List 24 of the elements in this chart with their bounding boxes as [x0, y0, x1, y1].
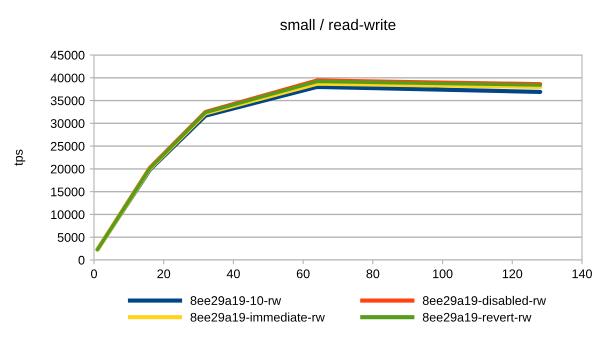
x-tick-label: 0	[91, 269, 97, 278]
x-tick-label: 100	[433, 269, 453, 278]
y-tick-label: 45000	[50, 50, 84, 60]
y-tick-label: 30000	[50, 119, 84, 128]
y-tick-label: 25000	[50, 142, 84, 151]
x-tick-label: 40	[226, 269, 240, 278]
x-tick-label: 20	[157, 269, 170, 278]
legend-label: 8ee29a19-disabled-rw	[422, 296, 546, 306]
legend-label: 8ee29a19-revert-rw	[422, 312, 532, 322]
legend-label: 8ee29a19-immediate-rw	[190, 312, 325, 322]
y-tick-label: 15000	[51, 187, 84, 196]
x-tick-label: 80	[366, 269, 380, 278]
y-axis-title: tps	[14, 150, 26, 166]
chart-title: small / read-write	[280, 18, 396, 30]
y-tick-label: 10000	[51, 210, 84, 220]
y-tick-label: 5000	[58, 233, 84, 242]
legend-label: 8ee29a19-10-rw	[190, 296, 282, 306]
y-tick-label: 0	[78, 256, 84, 265]
y-tick-label: 40000	[50, 74, 84, 82]
y-tick-label: 35000	[50, 96, 84, 106]
y-tick-label: 20000	[50, 164, 84, 174]
x-tick-label: 140	[572, 269, 592, 278]
x-tick-label: 120	[502, 269, 522, 278]
x-tick-label: 60	[296, 269, 310, 278]
